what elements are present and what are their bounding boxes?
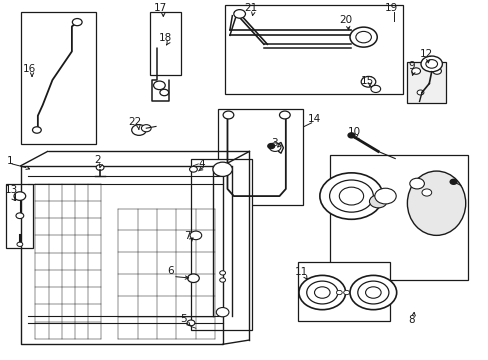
Circle shape xyxy=(14,192,26,201)
Circle shape xyxy=(32,127,41,133)
Circle shape xyxy=(425,60,437,68)
Text: 11: 11 xyxy=(295,267,308,277)
Bar xyxy=(21,12,96,144)
Circle shape xyxy=(374,188,395,204)
Circle shape xyxy=(319,173,382,219)
Circle shape xyxy=(347,133,354,138)
Circle shape xyxy=(357,281,388,304)
Circle shape xyxy=(411,68,420,74)
Circle shape xyxy=(187,320,195,326)
Text: 16: 16 xyxy=(23,64,36,73)
Circle shape xyxy=(16,213,24,219)
Circle shape xyxy=(189,166,197,172)
Text: 8: 8 xyxy=(407,315,414,325)
Circle shape xyxy=(370,85,380,93)
Circle shape xyxy=(212,162,232,176)
Text: 7: 7 xyxy=(183,231,190,241)
Bar xyxy=(217,109,302,205)
Circle shape xyxy=(233,10,245,18)
Circle shape xyxy=(153,81,165,90)
Circle shape xyxy=(314,287,329,298)
Text: 3: 3 xyxy=(271,138,277,148)
Circle shape xyxy=(216,307,228,317)
Circle shape xyxy=(267,144,274,149)
Circle shape xyxy=(339,187,363,205)
Text: 9: 9 xyxy=(407,62,414,71)
Circle shape xyxy=(432,68,441,74)
Circle shape xyxy=(131,125,146,135)
Circle shape xyxy=(72,19,82,26)
Circle shape xyxy=(141,125,151,132)
Circle shape xyxy=(96,165,104,170)
Circle shape xyxy=(416,90,423,95)
Circle shape xyxy=(343,291,349,295)
Circle shape xyxy=(349,27,376,47)
Circle shape xyxy=(349,275,396,310)
Text: 21: 21 xyxy=(244,3,257,13)
Circle shape xyxy=(420,56,442,72)
Text: 19: 19 xyxy=(385,3,398,13)
Bar xyxy=(329,155,467,280)
Circle shape xyxy=(369,195,386,208)
Circle shape xyxy=(306,281,337,304)
Circle shape xyxy=(298,275,345,310)
Circle shape xyxy=(219,271,225,275)
Text: 22: 22 xyxy=(128,117,142,127)
Text: 13: 13 xyxy=(4,185,18,195)
Bar xyxy=(149,12,181,75)
Ellipse shape xyxy=(407,171,465,235)
Bar xyxy=(407,62,446,103)
Circle shape xyxy=(336,291,342,295)
Circle shape xyxy=(187,274,199,283)
Circle shape xyxy=(361,76,375,87)
Circle shape xyxy=(409,178,424,189)
Text: 20: 20 xyxy=(338,15,351,25)
Circle shape xyxy=(421,189,431,196)
Circle shape xyxy=(350,291,356,295)
Text: 4: 4 xyxy=(198,159,204,169)
Circle shape xyxy=(160,89,168,96)
Circle shape xyxy=(329,180,372,212)
Bar xyxy=(297,262,389,321)
Text: 5: 5 xyxy=(180,314,186,324)
Text: 10: 10 xyxy=(347,127,361,138)
Text: 1: 1 xyxy=(7,156,14,166)
Text: 6: 6 xyxy=(167,266,174,276)
Bar xyxy=(6,184,33,248)
Bar xyxy=(224,5,402,94)
Text: 15: 15 xyxy=(360,76,373,86)
Circle shape xyxy=(219,278,225,282)
Circle shape xyxy=(355,31,371,43)
Circle shape xyxy=(17,242,23,247)
Text: 14: 14 xyxy=(307,113,320,123)
Circle shape xyxy=(365,287,380,298)
Text: 17: 17 xyxy=(154,3,167,13)
Circle shape xyxy=(279,111,289,119)
Text: 18: 18 xyxy=(159,33,172,43)
Bar xyxy=(191,158,251,330)
Circle shape xyxy=(269,143,281,152)
Circle shape xyxy=(223,111,233,119)
Circle shape xyxy=(449,179,456,184)
Circle shape xyxy=(190,231,201,240)
Text: 2: 2 xyxy=(94,156,101,165)
Text: 12: 12 xyxy=(419,49,432,59)
